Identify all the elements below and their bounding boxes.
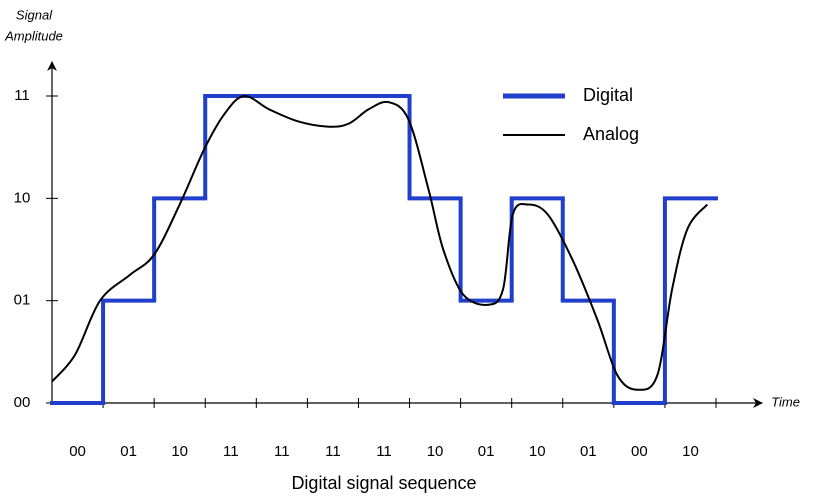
analog-line [51,94,709,391]
y-tick-label: 10 [14,189,31,206]
x-tick-label: 11 [325,443,341,460]
legend-label: Digital [583,85,633,105]
y-tick-label: 00 [14,394,31,411]
x-tick-label: 11 [274,443,290,460]
x-tick-label: 10 [682,443,699,460]
y-tick-label: 11 [14,87,30,104]
x-tick-label: 01 [580,443,597,460]
x-tick-label: 01 [478,443,495,460]
x-tick-label: 11 [223,443,239,460]
x-tick-label: 10 [171,443,188,460]
x-tick-label: 00 [631,443,648,460]
x-tick-label: 01 [120,443,137,460]
x-label: Digital signal sequence [291,473,476,493]
y-axis-label: Amplitude [4,28,63,43]
x-tick-label: 00 [69,443,86,460]
x-axis-label: Time [771,394,800,409]
y-axis-label: Signal [16,7,53,22]
legend-label: Analog [583,124,639,144]
x-tick-label: 11 [376,443,392,460]
x-tick-label: 10 [529,443,546,460]
x-tick-label: 10 [427,443,444,460]
y-tick-label: 01 [14,292,31,309]
